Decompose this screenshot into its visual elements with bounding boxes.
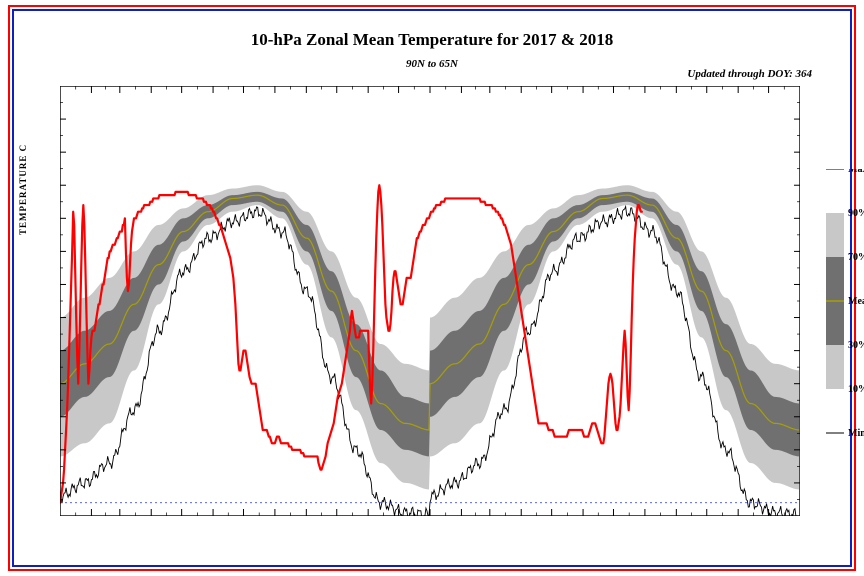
chart-title: 10-hPa Zonal Mean Temperature for 2017 &… [0, 30, 864, 50]
svg-text:Max: Max [848, 169, 864, 175]
svg-text:Min: Min [848, 428, 864, 439]
svg-text:30%: 30% [848, 340, 864, 351]
plot-svg: -80-75-70-65-60-55-50-45-40-35-30-25-20-… [60, 86, 800, 516]
svg-text:10%: 10% [848, 384, 864, 395]
legend: Max 90% 70% Mean 30% 10% Min [826, 169, 864, 443]
svg-text:90%: 90% [848, 208, 864, 219]
updated-through: Updated through DOY: 364 [687, 68, 812, 80]
svg-text:Mean: Mean [848, 296, 864, 307]
svg-text:70%: 70% [848, 252, 864, 263]
y-axis-label: TEMPERATURE C [18, 144, 28, 235]
plot-area: -80-75-70-65-60-55-50-45-40-35-30-25-20-… [60, 86, 800, 516]
